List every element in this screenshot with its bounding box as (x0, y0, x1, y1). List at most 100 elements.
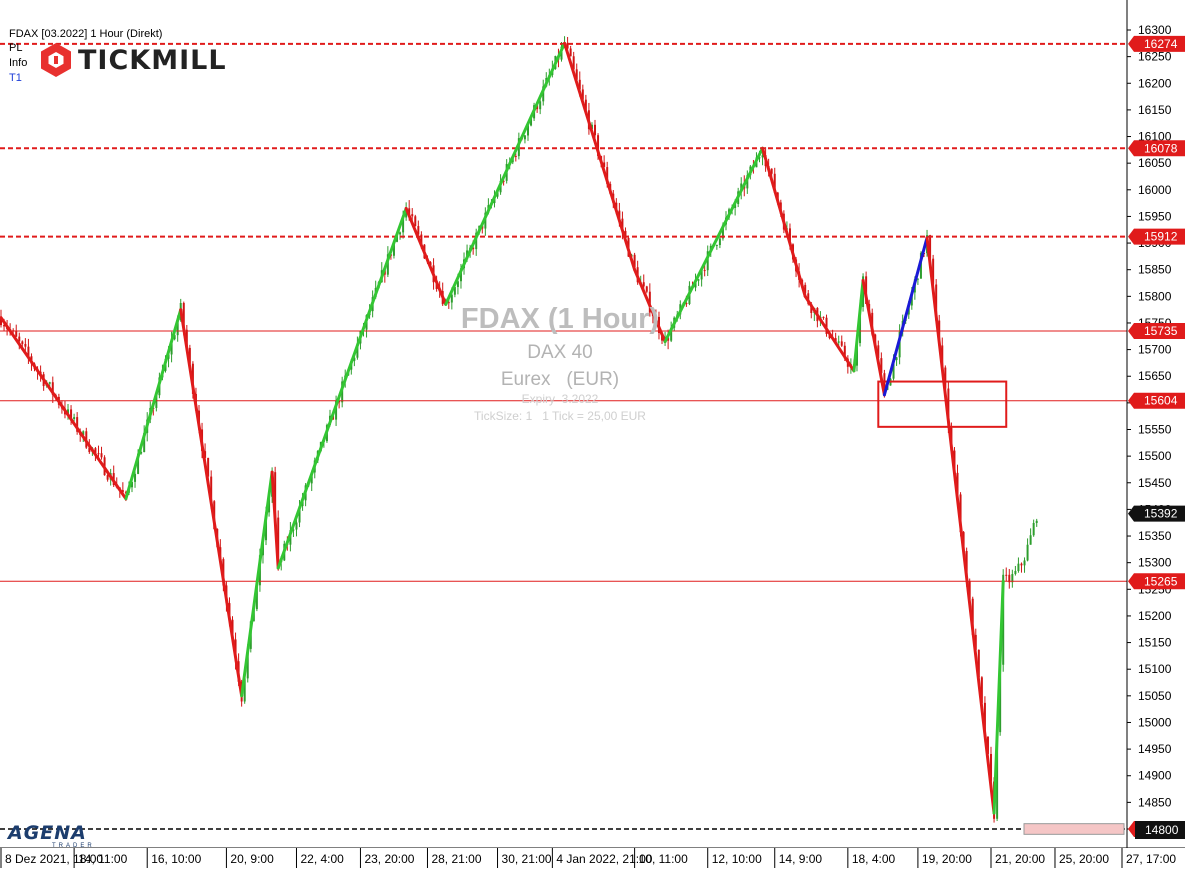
x-tick-label: 8 Dez 2021, 18:00 (5, 852, 103, 866)
candle-body (243, 678, 246, 702)
candle-body (76, 417, 79, 432)
price-tag-bg (1128, 35, 1185, 52)
candle-body (804, 284, 807, 294)
candle-body (983, 702, 986, 737)
y-tick-label: 15000 (1138, 715, 1172, 729)
candle-body (566, 42, 569, 49)
price-tag-label: 16078 (1144, 141, 1178, 155)
zigzag-segment (761, 146, 807, 298)
y-tick-label: 15800 (1138, 289, 1172, 303)
candle-body (3, 325, 6, 327)
candle-body (825, 317, 828, 334)
floor-price-label: 14800 (1145, 823, 1179, 837)
t1-label: T1 (9, 72, 22, 84)
candle-body (837, 341, 840, 343)
candle-body (277, 517, 280, 563)
candle-body (140, 452, 143, 454)
candle-body (968, 581, 971, 599)
candle-body (456, 281, 459, 287)
candle-body (353, 357, 356, 361)
zigzag-segment (861, 278, 886, 397)
candle-body (295, 522, 298, 530)
candle-body (386, 254, 389, 275)
candle-body (1002, 574, 1005, 665)
zigzag-segment (803, 294, 856, 373)
current-price-tag: 15392 (1128, 505, 1185, 522)
candle-body (986, 736, 989, 754)
candle-body (24, 343, 27, 347)
x-tick-label: 28, 21:00 (431, 852, 481, 866)
candle-body (496, 192, 499, 197)
candle-body (944, 367, 947, 389)
candle-body (880, 358, 883, 374)
zigzag-segment (992, 579, 1005, 815)
floor-price-tag: 14800 (1135, 821, 1185, 839)
candle-body (594, 124, 597, 136)
tickmill-logo-text: TICKMILL (78, 44, 227, 76)
x-tick-label: 12, 10:00 (712, 852, 762, 866)
price-tag-bg (1128, 228, 1185, 245)
y-tick-label: 15450 (1138, 476, 1172, 490)
candle-body (106, 475, 109, 480)
candle-body (935, 284, 938, 321)
instrument-title: FDAX [03.2022] 1 Hour (Direkt) (9, 28, 163, 40)
floor-price-bg (1135, 821, 1185, 839)
candle-body (633, 254, 636, 268)
tickmill-logo: TICKMILL (40, 40, 227, 80)
candle-body (670, 327, 673, 341)
candle-body (715, 245, 718, 247)
candle-body (1020, 563, 1023, 566)
candle-body (843, 345, 846, 359)
price-tag-bg (1128, 392, 1185, 409)
candle-body (1017, 563, 1020, 571)
zigzag-segment (663, 146, 765, 344)
zigzag-segment (240, 470, 274, 698)
candle-body (706, 251, 709, 271)
candle-body (130, 481, 133, 488)
zigzag-segment (633, 268, 667, 344)
candle-body (581, 89, 584, 100)
candle-body (539, 101, 542, 110)
zigzag-segment (852, 278, 865, 373)
candle-body (621, 218, 624, 231)
price-tag-bg (1128, 573, 1185, 590)
price-tag-15604: 15604 (1128, 392, 1185, 409)
price-tag-label: 15735 (1144, 324, 1178, 338)
watermark-title: FDAX (1 Hour) (460, 303, 660, 335)
candle-body (788, 228, 791, 245)
y-tick-label: 15950 (1138, 209, 1172, 223)
pl-label: PL (9, 42, 23, 54)
candle-body (929, 235, 932, 259)
candle-body (618, 210, 621, 219)
candle-body (697, 279, 700, 281)
y-tick-label: 16250 (1138, 50, 1172, 64)
candle-body (502, 180, 505, 182)
support-zone-box (877, 380, 1008, 428)
candle-body (100, 453, 103, 458)
candle-body (642, 282, 645, 287)
zigzag-segment (925, 236, 996, 815)
candle-body (356, 343, 359, 358)
candle-body (1023, 560, 1026, 566)
candle-body (137, 453, 140, 474)
candle-body (685, 302, 688, 305)
x-tick-label: 27, 17:00 (1126, 852, 1176, 866)
zigzag-segment (124, 308, 183, 501)
candle-body (892, 360, 895, 379)
candle-body (134, 473, 137, 482)
zigzag-segment (270, 470, 280, 570)
candle-body (207, 457, 210, 477)
candle-body (584, 99, 587, 111)
y-tick-label: 15350 (1138, 529, 1172, 543)
candle-body (721, 224, 724, 239)
candle-body (974, 634, 977, 650)
y-tick-label: 15200 (1138, 609, 1172, 623)
y-tick-label: 15500 (1138, 449, 1172, 463)
candle-body (173, 335, 176, 340)
watermark-ticksize: TickSize: 1 1 Tick = 25,00 EUR (474, 409, 646, 423)
candle-body (143, 432, 146, 453)
y-tick-label: 14850 (1138, 795, 1172, 809)
candle-body (1005, 574, 1008, 576)
